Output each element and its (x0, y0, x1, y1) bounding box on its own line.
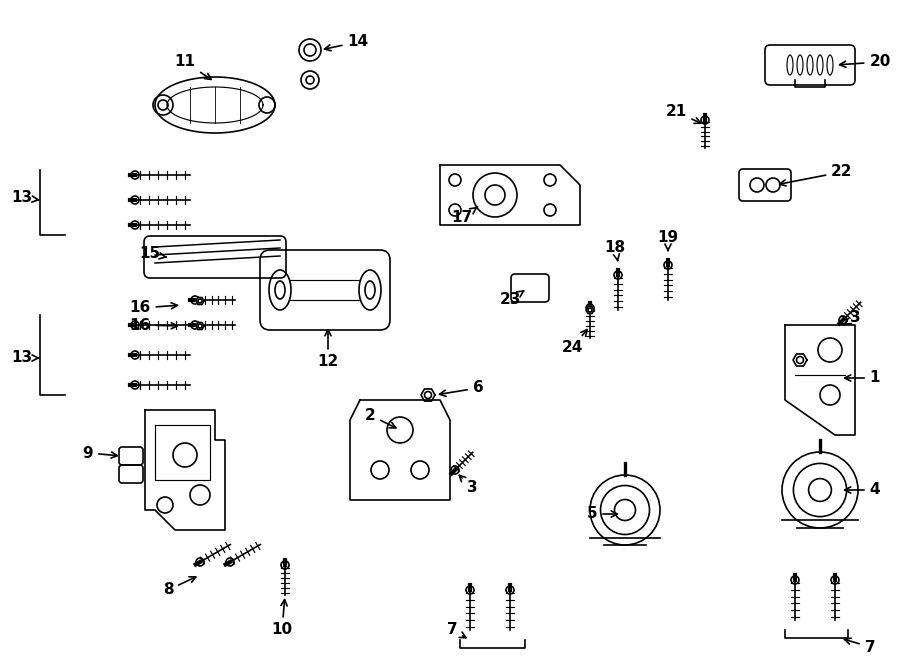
Text: 4: 4 (844, 483, 880, 498)
Text: 14: 14 (325, 34, 369, 51)
Text: 12: 12 (318, 330, 338, 369)
Polygon shape (145, 410, 225, 530)
Text: 13: 13 (12, 190, 39, 206)
Text: 7: 7 (844, 638, 876, 654)
Text: 15: 15 (140, 247, 166, 262)
Text: 8: 8 (163, 577, 196, 598)
Polygon shape (196, 297, 204, 305)
Polygon shape (421, 389, 435, 401)
Polygon shape (350, 400, 450, 500)
Text: 13: 13 (12, 350, 39, 366)
Text: 3: 3 (844, 311, 860, 325)
Text: 22: 22 (779, 165, 853, 186)
Text: 18: 18 (605, 239, 626, 260)
Text: 24: 24 (562, 330, 587, 356)
Text: 16: 16 (130, 317, 177, 332)
Text: 7: 7 (446, 623, 466, 638)
Text: 2: 2 (364, 407, 396, 428)
Text: 17: 17 (452, 207, 478, 225)
Text: 10: 10 (272, 600, 292, 637)
Text: 11: 11 (175, 54, 211, 79)
Polygon shape (586, 307, 594, 313)
Text: 16: 16 (130, 301, 177, 315)
Polygon shape (440, 165, 580, 225)
Text: 3: 3 (459, 475, 477, 496)
Polygon shape (785, 325, 855, 435)
Text: 5: 5 (587, 506, 617, 522)
Text: 9: 9 (83, 446, 117, 461)
Polygon shape (196, 323, 204, 329)
Polygon shape (793, 354, 807, 366)
Text: 23: 23 (500, 291, 524, 307)
Text: 19: 19 (657, 229, 679, 251)
Text: 6: 6 (439, 381, 483, 397)
Text: 21: 21 (665, 104, 701, 124)
Text: 20: 20 (840, 54, 891, 69)
Text: 1: 1 (844, 371, 880, 385)
